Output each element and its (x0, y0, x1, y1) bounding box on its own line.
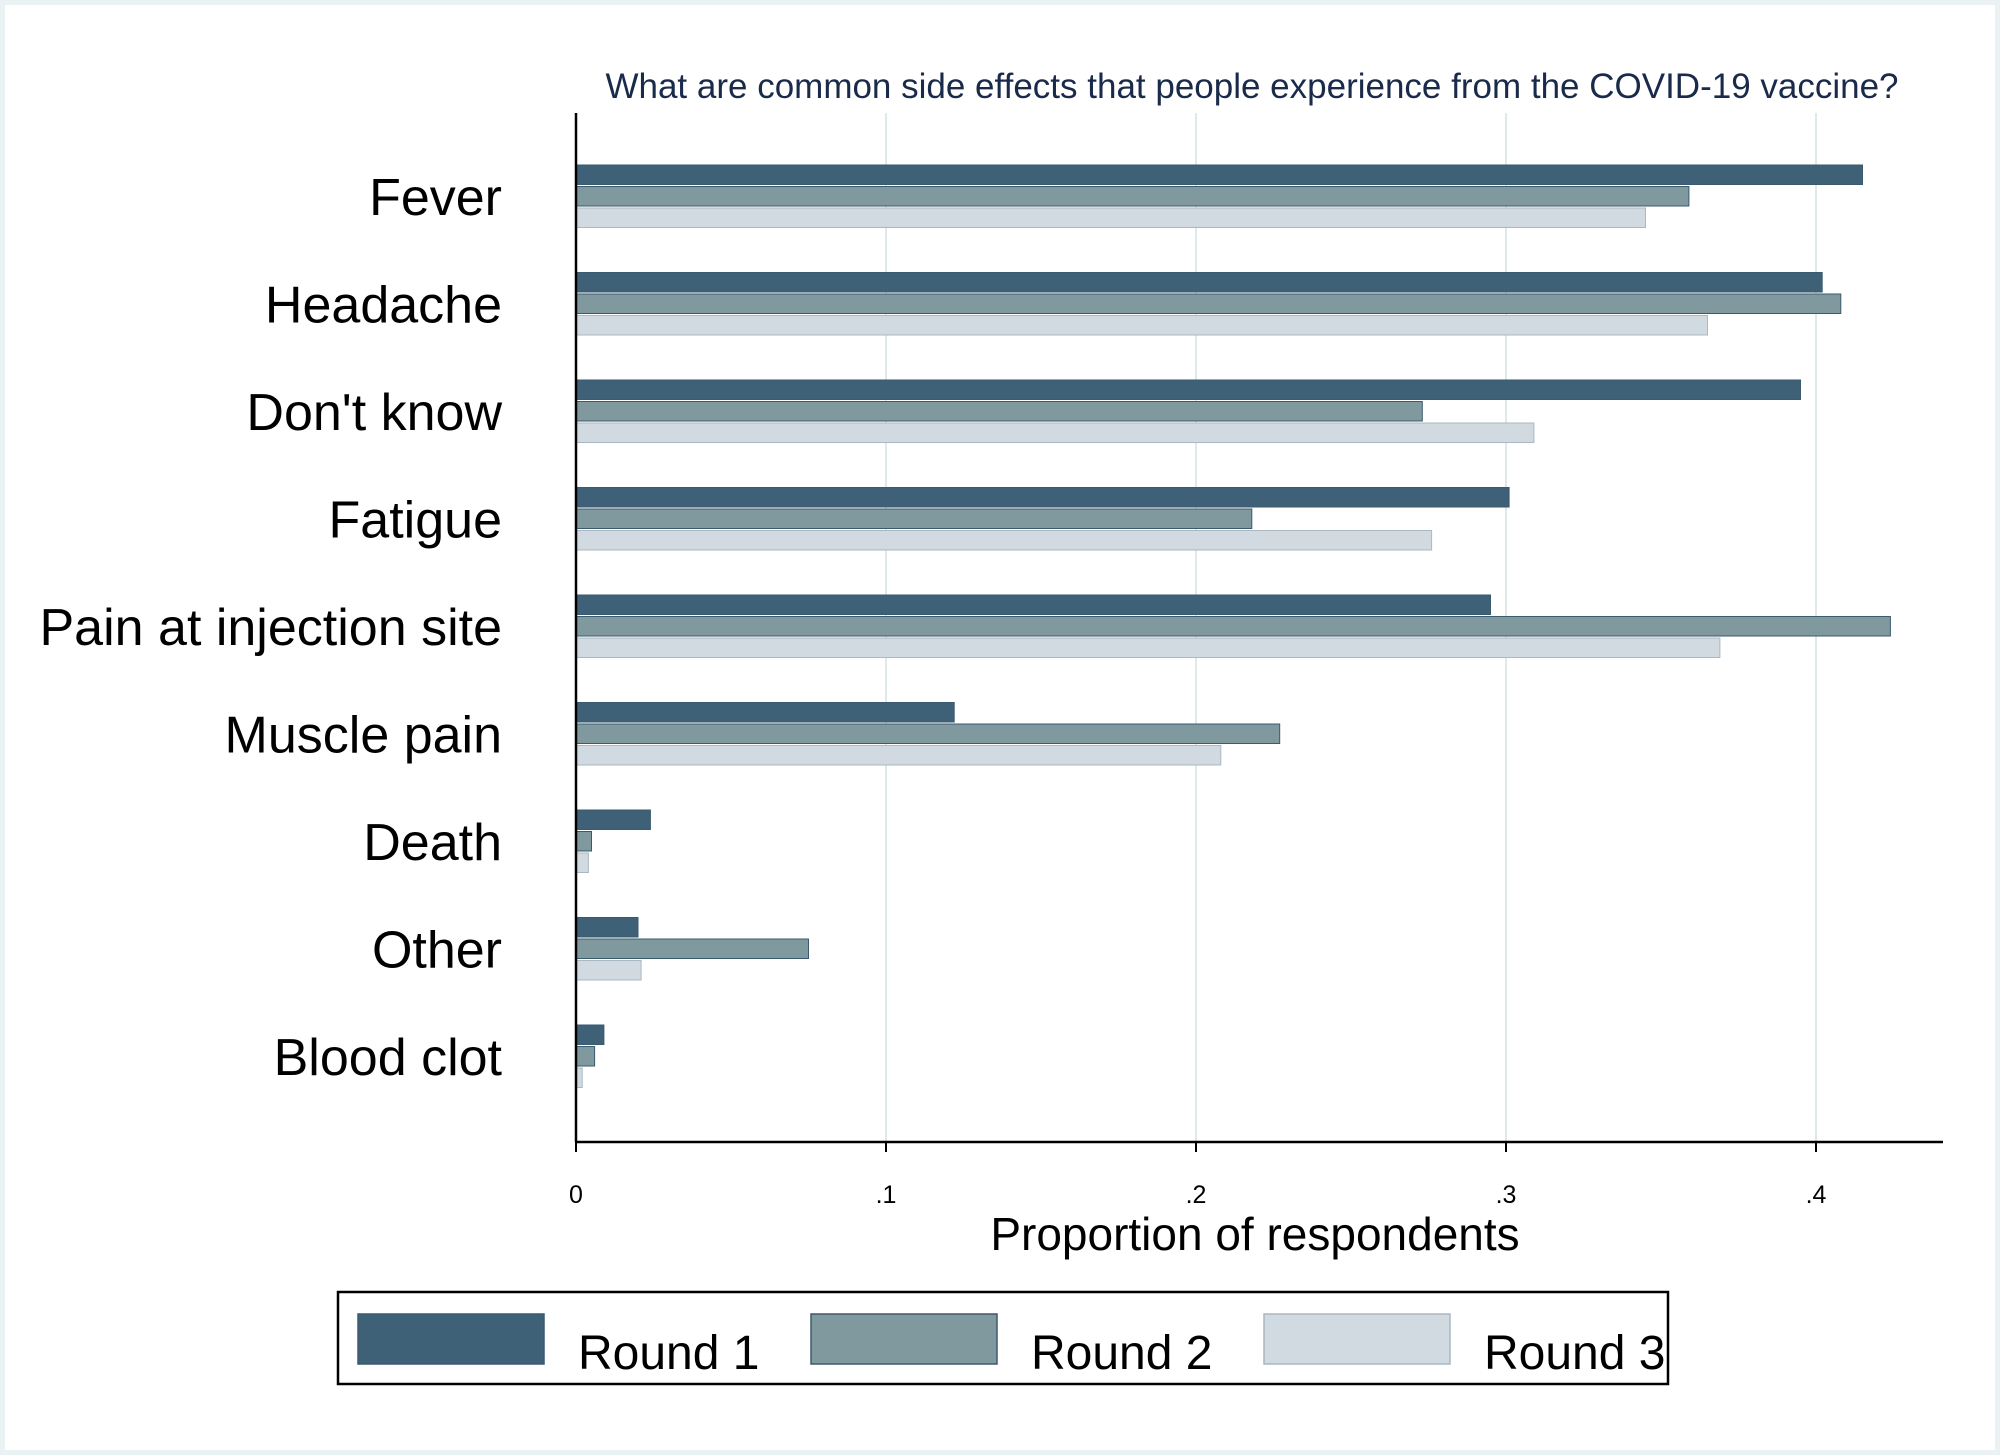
legend-label: Round 3 (1484, 1327, 1665, 1380)
bar-round-2 (575, 186, 1690, 207)
x-tick-label: .2 (1186, 1181, 1207, 1209)
category-label: Blood clot (274, 1029, 503, 1087)
bar-round-2 (575, 508, 1253, 529)
chart-frame: What are common side effects that people… (5, 5, 1995, 1450)
bar-round-3 (575, 960, 642, 981)
bar-round-2 (575, 293, 1842, 314)
category-label: Other (372, 922, 502, 980)
bar-round-2 (575, 938, 809, 959)
category-label: Muscle pain (225, 707, 502, 765)
category-label: Don't know (246, 384, 502, 442)
bar-round-2 (575, 401, 1423, 422)
bar-round-2 (575, 616, 1891, 637)
legend-swatch (1263, 1313, 1451, 1365)
legend: Round 1 Round 2 Round 3 (336, 1290, 1670, 1386)
bar-round-1 (575, 487, 1510, 508)
bar-round-3 (575, 637, 1721, 658)
axes (574, 113, 1943, 1144)
category-label: Fatigue (329, 492, 502, 550)
bar-round-1 (575, 917, 639, 938)
x-tick-label: 0 (569, 1181, 583, 1209)
legend-swatch (357, 1313, 545, 1365)
bar-chart: What are common side effects that people… (40, 67, 1943, 1386)
bar-round-1 (575, 702, 955, 723)
bar-round-1 (575, 1024, 605, 1045)
category-label: Death (363, 814, 502, 872)
bar-round-3 (575, 207, 1646, 228)
category-label: Pain at injection site (40, 599, 503, 657)
x-axis-title: Proportion of respondents (990, 1208, 1519, 1260)
bars (575, 164, 1891, 1088)
bar-round-1 (575, 379, 1801, 400)
bar-round-3 (575, 530, 1433, 551)
category-label: Headache (265, 277, 502, 335)
bar-round-1 (575, 809, 651, 830)
bar-round-1 (575, 164, 1863, 185)
legend-swatch (810, 1313, 998, 1365)
bar-round-2 (575, 1046, 596, 1067)
bar-round-2 (575, 723, 1281, 744)
legend-label: Round 2 (1031, 1327, 1212, 1380)
x-tick-label: .1 (876, 1181, 897, 1209)
bar-round-3 (575, 745, 1222, 766)
bar-round-2 (575, 831, 592, 852)
x-tick-label: .4 (1806, 1181, 1827, 1209)
bar-round-3 (575, 315, 1708, 336)
chart-title: What are common side effects that people… (605, 67, 1898, 106)
legend-label: Round 1 (578, 1327, 759, 1380)
bar-round-1 (575, 594, 1491, 615)
x-tick-label: .3 (1496, 1181, 1517, 1209)
category-label: Fever (369, 169, 502, 227)
category-labels: Fever Headache Don't know Fatigue Pain at in… (40, 169, 503, 1087)
bar-round-3 (575, 422, 1535, 443)
x-ticks: 0 .1 .2 .3 .4 (569, 1142, 1827, 1209)
bar-round-1 (575, 272, 1823, 293)
bar-round-3 (575, 852, 589, 873)
